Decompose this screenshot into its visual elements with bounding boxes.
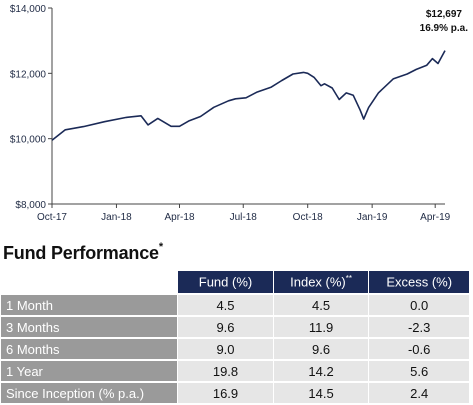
header-excess: Excess (%) (369, 271, 469, 293)
x-tick-label: Oct-17 (37, 212, 67, 223)
excess-value: 2.4 (369, 383, 469, 403)
x-tick-label: Apr-18 (164, 212, 194, 223)
header-blank-cell (1, 271, 178, 293)
y-tick-label: $12,000 (10, 69, 47, 80)
header-fund: Fund (%) (178, 271, 273, 293)
excess-value: 0.0 (369, 295, 469, 315)
excess-value: 5.6 (369, 361, 469, 381)
table-row: Since Inception (% p.a.) 16.9 14.5 2.4 (1, 383, 469, 403)
x-tick-label: Oct-18 (293, 212, 323, 223)
table-row: 1 Year 19.8 14.2 5.6 (1, 361, 469, 381)
fund-value: 9.6 (178, 317, 273, 337)
table-row: 3 Months 9.6 11.9 -2.3 (1, 317, 469, 337)
excess-value: -2.3 (369, 317, 469, 337)
excess-value: -0.6 (369, 339, 469, 359)
index-value: 14.2 (273, 361, 369, 381)
fund-value-line (51, 50, 446, 141)
fund-performance-table: Fund (%) Index (%)** Excess (%) 1 Month … (0, 269, 470, 405)
fund-performance-title: Fund Performance* (3, 241, 163, 263)
index-value: 14.5 (273, 383, 369, 403)
row-label: 6 Months (1, 339, 178, 359)
x-tick-label: Jan-19 (357, 212, 388, 223)
row-label: 1 Year (1, 361, 178, 381)
y-tick-label: $14,000 (10, 4, 47, 15)
table-row: 6 Months 9.0 9.6 -0.6 (1, 339, 469, 359)
fund-value: 16.9 (178, 383, 273, 403)
index-value: 4.5 (273, 295, 369, 315)
index-value: 11.9 (273, 317, 369, 337)
row-label: 1 Month (1, 295, 178, 315)
x-tick-label: Jul-18 (230, 212, 258, 223)
table-header-row: Fund (%) Index (%)** Excess (%) (1, 271, 469, 293)
x-tick-label: Jan-18 (101, 212, 132, 223)
row-label: Since Inception (% p.a.) (1, 383, 178, 403)
header-index: Index (%)** (273, 271, 369, 293)
index-value: 9.6 (273, 339, 369, 359)
fund-value: 19.8 (178, 361, 273, 381)
table-row: 1 Month 4.5 4.5 0.0 (1, 295, 469, 315)
y-tick-label: $10,000 (10, 135, 47, 146)
title-footnote-marker: * (158, 241, 163, 253)
end-rate-annotation: 16.9% p.a. (420, 23, 469, 34)
row-label: 3 Months (1, 317, 178, 337)
growth-chart: $8,000 $10,000 $12,000 $14,000 Oct-17 Jan-18 A… (10, 4, 469, 223)
y-tick-label: $8,000 (15, 200, 46, 211)
x-tick-label: Apr-19 (420, 212, 450, 223)
fund-value: 4.5 (178, 295, 273, 315)
fund-value: 9.0 (178, 339, 273, 359)
end-value-annotation: $12,697 (426, 9, 463, 20)
